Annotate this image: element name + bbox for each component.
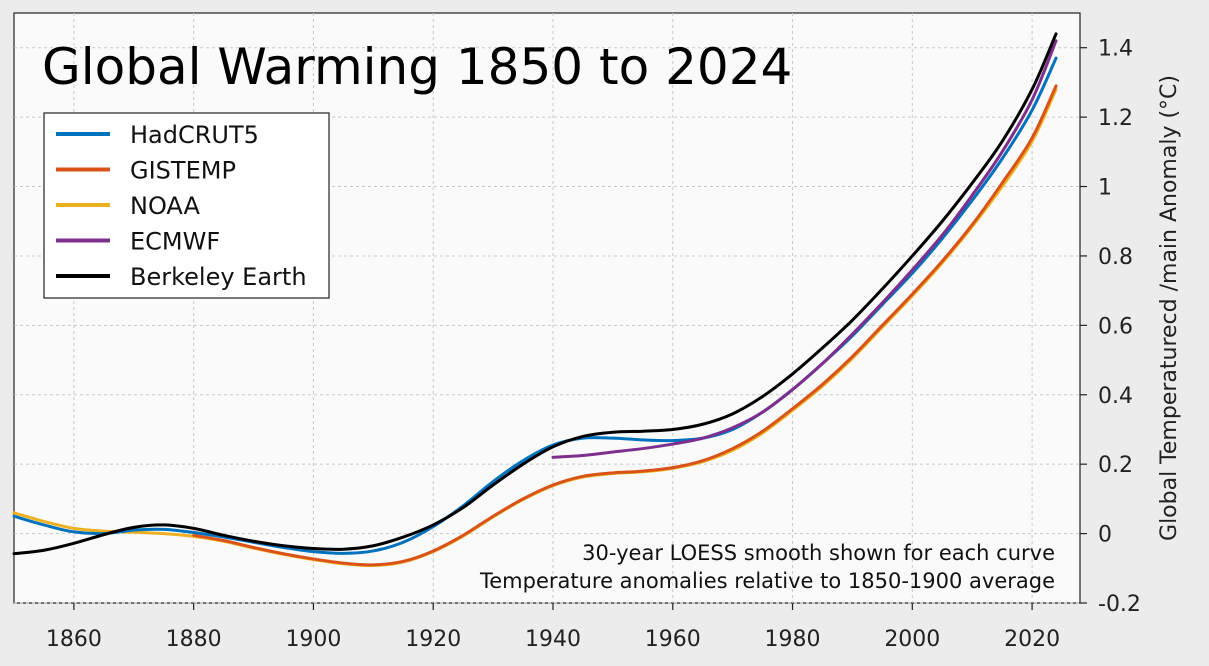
legend-label-noaa: NOAA: [130, 192, 201, 220]
series-line-ecmwf: [551, 39, 1058, 459]
legend-label-gistemp: GISTEMP: [130, 157, 236, 185]
chart-title: Global Warming 1850 to 2024: [42, 38, 792, 96]
x-tick-label: 2000: [884, 627, 940, 652]
y-tick-label: 0.4: [1098, 384, 1133, 409]
axis-ticks: 1860 1880 1900 1920 1940 1960 1980 2000 2020 -0.2…: [46, 37, 1141, 652]
x-tick-label: 2020: [1004, 627, 1060, 652]
legend-label-hadcrut5: HadCRUT5: [130, 121, 259, 149]
x-tick-label: 1860: [46, 627, 102, 652]
legend: HadCRUT5 GISTEMP NOAA ECMWF Berkeley Earth: [43, 112, 330, 299]
x-tick-label: 1880: [166, 627, 222, 652]
series-line-berkeley-earth: [12, 32, 1058, 556]
series-line-gistemp: [192, 84, 1058, 567]
y-tick-label: -0.2: [1098, 592, 1141, 617]
y-tick-label: 0: [1098, 523, 1112, 548]
legend-label-ecmwf: ECMWF: [130, 228, 220, 256]
legend-label-berkeley-earth: Berkeley Earth: [130, 263, 307, 291]
annotation-2: Temperature anomalies relative to 1850-1…: [479, 569, 1055, 593]
series-lines: [12, 32, 1058, 568]
y-axis-label: Global Temperaturecd /main Anomaly (°C): [1157, 75, 1182, 541]
y-tick-label: 0.6: [1098, 314, 1133, 339]
y-tick-label: 1: [1098, 176, 1112, 201]
x-tick-label: 1960: [645, 627, 701, 652]
y-tick-label: 0.2: [1098, 453, 1133, 478]
y-tick-label: 1.2: [1098, 106, 1133, 131]
y-tick-label: 0.8: [1098, 245, 1133, 270]
y-tick-label: 1.4: [1098, 37, 1133, 62]
plot-area: [13, 12, 1081, 604]
x-tick-label: 1940: [525, 627, 581, 652]
annotation-1: 30-year LOESS smooth shown for each curv…: [582, 541, 1055, 565]
x-tick-label: 1900: [285, 627, 341, 652]
x-tick-label: 1920: [405, 627, 461, 652]
x-tick-label: 1980: [765, 627, 821, 652]
